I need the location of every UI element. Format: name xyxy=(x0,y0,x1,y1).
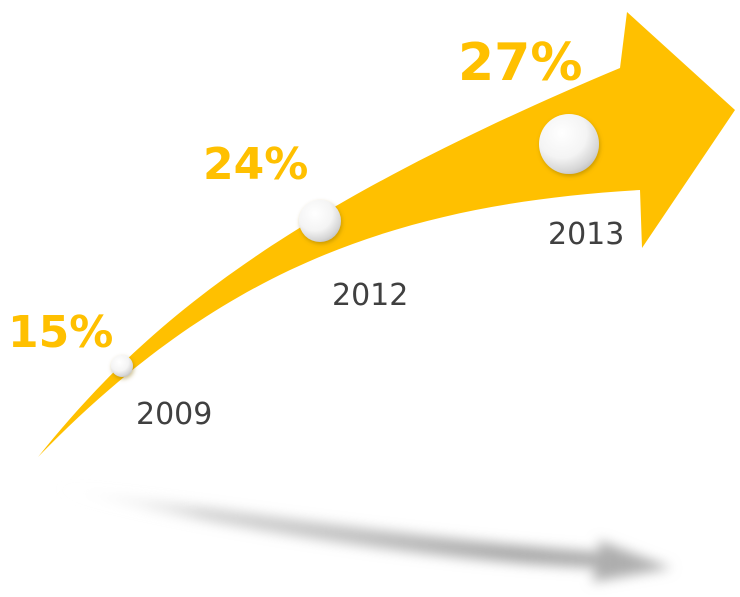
percent-label-2012: 24% xyxy=(203,139,308,190)
year-label-2012: 2012 xyxy=(332,278,408,313)
milestone-labels: 15% 2009 24% 2012 27% 2013 xyxy=(8,33,624,432)
circle-marker-2012 xyxy=(299,200,341,242)
percent-label-2013: 27% xyxy=(458,33,582,93)
growth-arrow xyxy=(38,12,735,457)
arrow-shadow xyxy=(50,487,672,582)
year-label-2009: 2009 xyxy=(136,397,212,432)
year-label-2013: 2013 xyxy=(548,217,624,252)
circle-marker-2013 xyxy=(539,114,599,174)
milestone-markers xyxy=(111,114,599,377)
percent-label-2009: 15% xyxy=(8,307,113,358)
circle-marker-2009 xyxy=(111,355,133,377)
